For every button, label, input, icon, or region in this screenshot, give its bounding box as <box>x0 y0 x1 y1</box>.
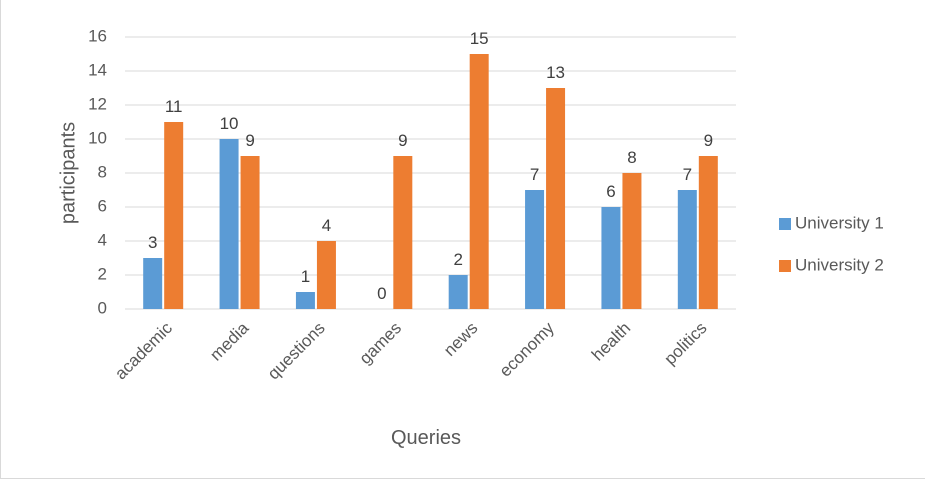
y-tick-label: 8 <box>98 162 107 181</box>
bar-1-news <box>448 275 468 309</box>
bar-2-media <box>240 156 260 309</box>
bar-2-economy <box>546 88 566 309</box>
bar-2-games <box>393 156 413 309</box>
y-axis-ticks: 0 2 4 6 8 10 12 14 16 <box>88 26 107 317</box>
bar-1-economy <box>525 190 545 309</box>
y-tick-label: 0 <box>98 298 107 317</box>
x-tick-label: media <box>206 318 253 365</box>
bar-2-news <box>469 54 489 309</box>
x-tick-label: health <box>588 318 634 364</box>
legend-label: University 1 <box>795 213 884 232</box>
x-axis-ticks: academic media questions games news economy he… <box>111 318 711 383</box>
x-tick-label: games <box>356 318 406 368</box>
legend-swatch <box>779 260 791 272</box>
bar-1-questions <box>295 292 315 309</box>
legend: University 1 University 2 <box>779 213 884 274</box>
x-tick-label: news <box>440 318 481 359</box>
data-label: 9 <box>704 131 713 150</box>
bar-2-politics <box>698 156 718 309</box>
data-label: 1 <box>301 267 310 286</box>
data-label: 15 <box>470 29 489 48</box>
bar-1-media <box>219 139 239 309</box>
y-tick-label: 14 <box>88 60 107 79</box>
bar-2-academic <box>164 122 184 309</box>
data-label: 10 <box>220 114 239 133</box>
data-label: 11 <box>165 97 183 116</box>
y-tick-label: 2 <box>98 264 107 283</box>
data-label: 8 <box>627 148 636 167</box>
bar-1-health <box>601 207 621 309</box>
data-label: 2 <box>453 250 462 269</box>
data-label: 9 <box>245 131 254 150</box>
y-tick-label: 4 <box>98 230 107 249</box>
x-tick-label: politics <box>660 318 710 368</box>
data-label: 13 <box>546 63 565 82</box>
bar-1-politics <box>677 190 697 309</box>
data-label: 4 <box>322 216 331 235</box>
bars <box>143 54 718 309</box>
x-axis-title: Queries <box>391 427 461 449</box>
x-tick-label: questions <box>264 318 329 383</box>
y-tick-label: 16 <box>88 26 107 45</box>
x-tick-label: academic <box>111 318 176 383</box>
data-label: 7 <box>530 165 539 184</box>
y-tick-label: 6 <box>98 196 107 215</box>
x-tick-label: economy <box>496 318 559 381</box>
gridlines <box>125 36 736 310</box>
y-tick-label: 12 <box>88 94 107 113</box>
bar-2-health <box>622 173 642 309</box>
y-tick-label: 10 <box>88 128 107 147</box>
data-label: 7 <box>683 165 692 184</box>
legend-swatch <box>779 218 791 230</box>
data-label: 6 <box>606 182 615 201</box>
legend-label: University 2 <box>795 255 884 274</box>
data-label: 0 <box>377 284 386 303</box>
data-label: 3 <box>148 233 157 252</box>
bar-2-questions <box>316 241 336 309</box>
data-label: 9 <box>398 131 407 150</box>
bar-1-academic <box>143 258 163 309</box>
y-axis-title: participants <box>57 122 79 224</box>
